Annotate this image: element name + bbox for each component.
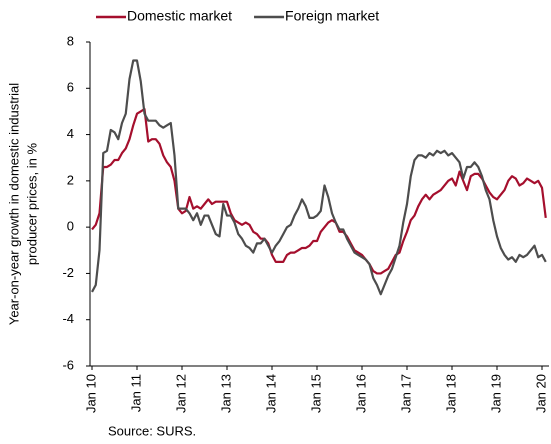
legend-label: Foreign market [285, 8, 379, 24]
series-line [91, 59, 547, 296]
x-tick-label: Jan 16 [353, 374, 368, 413]
x-tick-label: Jan 19 [488, 374, 503, 413]
y-tick-label: -6 [62, 357, 74, 372]
legend-label: Domestic market [127, 8, 232, 24]
y-tick-label: 2 [67, 172, 74, 187]
x-tick-label: Jan 11 [128, 374, 143, 412]
x-tick-label: Jan 10 [83, 374, 98, 413]
x-tick-label: Jan 14 [263, 374, 278, 413]
y-tick-label: 0 [67, 219, 74, 234]
y-tick-label: -4 [62, 311, 74, 326]
source-note: Source: SURS. [108, 423, 196, 438]
series-line [91, 108, 547, 275]
x-tick-label: Jan 13 [218, 374, 233, 413]
y-axis-label: producer prices, in % [24, 143, 39, 266]
y-tick-label: -2 [62, 265, 74, 280]
y-tick-label: 6 [67, 80, 74, 95]
x-tick-label: Jan 12 [173, 374, 188, 413]
x-tick-label: Jan 17 [398, 374, 413, 413]
x-tick-label: Jan 15 [308, 374, 323, 413]
y-tick-label: 4 [67, 126, 74, 141]
y-tick-label: 8 [67, 33, 74, 48]
x-tick-label: Jan 20 [533, 374, 548, 413]
y-axis-label: Year-on-year growth in domestic industri… [6, 83, 21, 325]
x-tick-label: Jan 18 [443, 374, 458, 413]
